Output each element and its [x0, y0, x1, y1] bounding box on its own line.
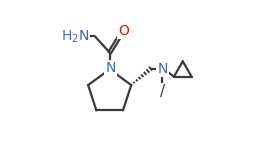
Text: N: N — [105, 61, 116, 75]
Text: /: / — [160, 84, 165, 99]
Text: O: O — [118, 24, 129, 38]
Text: H$_2$N: H$_2$N — [60, 28, 89, 45]
Text: N: N — [157, 62, 168, 76]
